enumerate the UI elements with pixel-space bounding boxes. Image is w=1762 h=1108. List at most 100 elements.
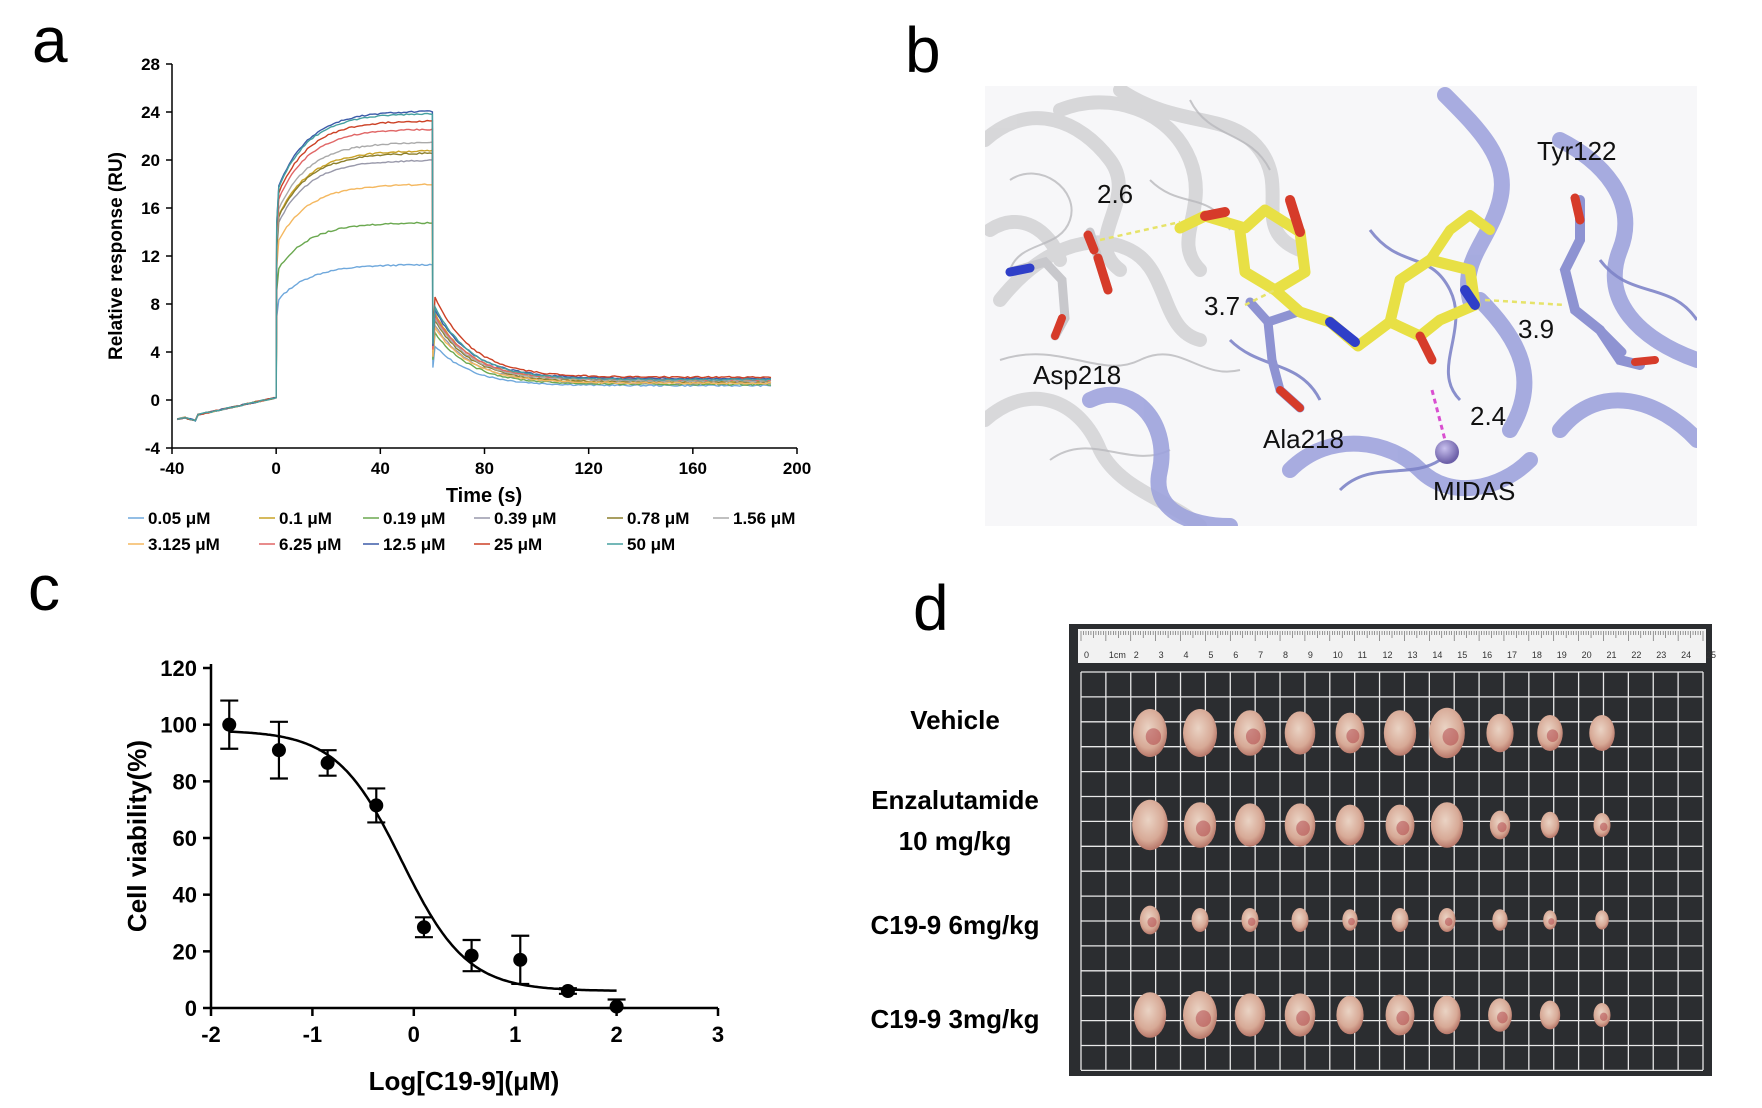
b-dist-2: 3.7 — [1204, 291, 1240, 321]
d-tumor — [1336, 995, 1364, 1035]
d-ruler-label: 9 — [1308, 650, 1313, 660]
d-ruler-label: 13 — [1407, 650, 1417, 660]
panel-b-docking-image: 2.6 3.7 3.9 2.4 Tyr122 Asp218 Ala218 MID… — [985, 86, 1697, 526]
d-tumor — [1284, 803, 1316, 847]
b-blue-ribbons — [1082, 87, 1697, 526]
a-legend-label: 0.78 μM — [627, 509, 689, 528]
a-legend-label: 6.25 μM — [279, 535, 341, 554]
d-ruler-label: 23 — [1656, 650, 1666, 660]
d-tumor — [1391, 908, 1409, 932]
d-tumor — [1183, 802, 1217, 848]
c-data-point — [464, 948, 479, 963]
a-series-line — [177, 112, 772, 422]
c-y-axis-label: Cell viability(%) — [122, 740, 152, 932]
d-tumor-vessel — [1444, 917, 1453, 926]
b-res-asp218: Asp218 — [1033, 360, 1121, 390]
d-tumor — [1383, 710, 1417, 756]
b-blue-loops — [1228, 229, 1697, 492]
a-x-tick-label: 200 — [783, 459, 811, 478]
c-data-point — [416, 920, 431, 935]
a-legend-label: 50 μM — [627, 535, 675, 554]
c-y-tick-label: 120 — [160, 656, 197, 681]
d-tumor — [1438, 908, 1456, 932]
d-tumor-vessel — [1442, 727, 1459, 746]
d-tumor — [1284, 711, 1316, 755]
c-fit-curve — [229, 730, 617, 992]
d-tumor — [1183, 991, 1217, 1039]
d-group-label: Enzalutamide — [871, 785, 1039, 815]
d-tumor-vessel — [1599, 1012, 1608, 1021]
c-y-tick-label: 60 — [173, 826, 197, 851]
b-ligand — [1174, 195, 1495, 365]
d-ruler-label: 3 — [1159, 650, 1164, 660]
d-ruler-ticks: 0 1cm 2 3 4 5 6 7 8 9 10 11 12 13 14 15 16 17 18 19 20 21 22 23… — [1080, 631, 1716, 660]
d-tumor-vessel — [1195, 1010, 1212, 1027]
b-dist-1: 2.6 — [1097, 179, 1133, 209]
b-midas-ion — [1435, 440, 1459, 464]
d-tumor — [1234, 803, 1266, 847]
a-y-tick-label: 8 — [151, 295, 160, 314]
d-tumor — [1595, 910, 1609, 930]
a-x-tick-label: 0 — [271, 459, 280, 478]
d-tumor — [1132, 799, 1168, 851]
a-series-line — [176, 221, 772, 422]
d-tumor — [1133, 709, 1167, 757]
a-legend-label: 12.5 μM — [383, 535, 445, 554]
d-ruler-label: 22 — [1631, 650, 1641, 660]
b-tyr122-sidechain — [1559, 193, 1659, 370]
d-tumor-vessel — [1497, 1011, 1508, 1024]
a-legend: 0.05 μM 0.1 μM 0.19 μM 0.39 μM 0.78 μM 1.56 μ… — [128, 509, 795, 554]
d-tumor-vessel — [1346, 728, 1360, 744]
panel-label-c: c — [28, 552, 60, 624]
d-tumor — [1492, 909, 1508, 931]
a-y-axis-label: Relative response (RU) — [106, 152, 127, 360]
panel-label-a: a — [32, 4, 68, 76]
a-y-tick-label: 24 — [141, 103, 160, 122]
d-tumor-vessel — [1599, 822, 1608, 831]
d-tumor-vessel — [1195, 820, 1211, 837]
b-dist-3: 3.9 — [1518, 314, 1554, 344]
a-x-tick-label: 40 — [371, 459, 390, 478]
c-x-tick-label: 0 — [408, 1022, 420, 1047]
c-x-tick-label: 2 — [610, 1022, 622, 1047]
b-interactions — [1099, 220, 1566, 441]
d-ruler-label: 8 — [1283, 650, 1288, 660]
d-tumor — [1133, 992, 1167, 1038]
d-tumor — [1183, 709, 1217, 757]
a-x-tick-label: 160 — [679, 459, 707, 478]
d-group-label: 10 mg/kg — [899, 826, 1012, 856]
d-ruler-label: 12 — [1383, 650, 1393, 660]
d-tumor — [1191, 908, 1209, 932]
d-tumor — [1291, 908, 1309, 932]
d-tumor-vessel — [1396, 820, 1410, 836]
d-ruler-label: 15 — [1457, 650, 1467, 660]
d-tumor — [1139, 905, 1161, 935]
c-x-tick-label: -1 — [303, 1022, 323, 1047]
d-tumors — [1132, 707, 1615, 1039]
d-group-label: C19-9 3mg/kg — [870, 1004, 1039, 1034]
d-ruler-label: 14 — [1432, 650, 1442, 660]
c-x-axis-label: Log[C19-9](μM) — [369, 1066, 560, 1096]
d-tumor — [1430, 802, 1464, 848]
d-tumor-vessel — [1546, 729, 1559, 742]
d-tumor-vessel — [1296, 820, 1310, 836]
panel-label-b: b — [905, 14, 941, 86]
c-data-point — [369, 798, 384, 813]
a-series-line — [177, 119, 772, 421]
b-ala218-sidechain — [1245, 297, 1305, 413]
d-tumor — [1284, 993, 1316, 1037]
a-y-tick-label: -4 — [145, 439, 161, 458]
d-group-label: C19-9 6mg/kg — [870, 910, 1039, 940]
d-tumor-vessel — [1396, 1010, 1410, 1026]
b-res-tyr122: Tyr122 — [1537, 136, 1617, 166]
c-y-tick-label: 80 — [173, 769, 197, 794]
c-data-point — [271, 743, 286, 758]
a-legend-label: 0.19 μM — [383, 509, 445, 528]
d-ruler-label: 1cm — [1109, 650, 1126, 660]
c-x-tick-label: 3 — [712, 1022, 724, 1047]
panel-d-tumor-photo: 0 1cm 2 3 4 5 6 7 8 9 10 11 12 13 14 15 16 17 18 19 20 21 22 23… — [870, 624, 1716, 1076]
d-tumor — [1543, 910, 1557, 930]
d-ruler-label: 2 — [1134, 650, 1139, 660]
a-series-line — [177, 110, 772, 422]
